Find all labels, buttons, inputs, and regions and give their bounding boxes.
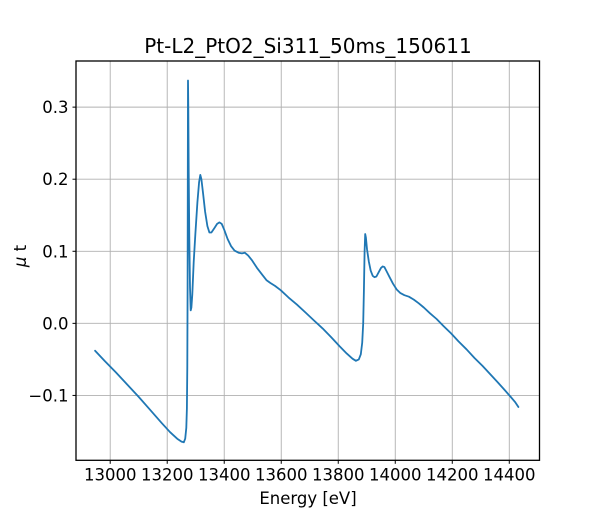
y-tick-label: 0.1 bbox=[42, 242, 68, 261]
x-tick-label: 14000 bbox=[369, 466, 422, 485]
y-tick-label: −0.1 bbox=[28, 386, 68, 405]
y-tick-label: 0.3 bbox=[42, 98, 68, 117]
x-tick-label: 13600 bbox=[255, 466, 308, 485]
series-layer bbox=[94, 79, 520, 444]
mu-t-absorption-trace bbox=[94, 79, 520, 444]
plot-border bbox=[75, 60, 541, 461]
x-tick-label: 14200 bbox=[426, 466, 479, 485]
x-tick-label: 13800 bbox=[312, 466, 365, 485]
x-axis-label: Energy [eV] bbox=[259, 489, 356, 508]
x-tick-label: 13200 bbox=[141, 466, 194, 485]
y-tick-label: 0.0 bbox=[42, 314, 68, 333]
tick-layer: 13000 13200 13400 13600 13800 14000 14200 14400… bbox=[28, 98, 535, 484]
x-tick-label: 13400 bbox=[198, 466, 251, 485]
grid-layer bbox=[76, 61, 540, 461]
chart-title: Pt-L2_PtO2_Si311_50ms_150611 bbox=[144, 34, 471, 58]
x-tick-label: 13000 bbox=[84, 466, 137, 485]
y-tick-label: 0.2 bbox=[42, 170, 68, 189]
x-tick-label: 14400 bbox=[483, 466, 536, 485]
y-axis-label: μ t bbox=[11, 244, 30, 268]
